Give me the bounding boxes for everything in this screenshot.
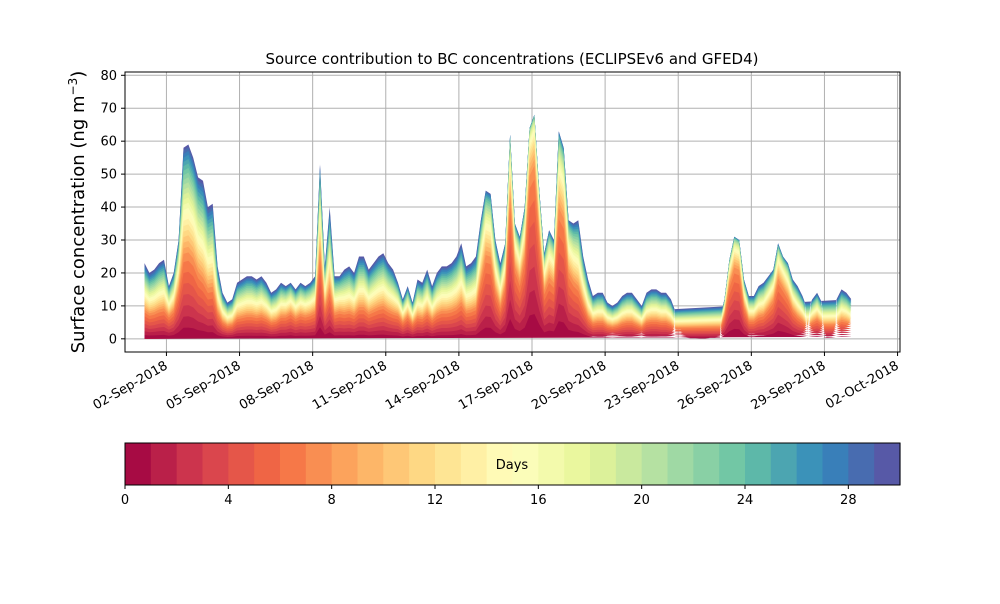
colorbar-tick-label: 16 — [530, 493, 547, 508]
x-tick-label: 02-Sep-2018 — [91, 358, 171, 413]
colorbar-bin-0 — [125, 443, 152, 485]
colorbar-bin-24 — [745, 443, 772, 485]
colorbar-label: Days — [496, 458, 529, 473]
colorbar-tick-label: 12 — [427, 493, 444, 508]
colorbar-bin-13 — [460, 443, 488, 485]
x-tick-label: 05-Sep-2018 — [164, 358, 244, 413]
colorbar-bin-4 — [228, 443, 255, 485]
colorbar-bin-15 — [512, 443, 539, 485]
colorbar-tick-label: 20 — [633, 493, 650, 508]
plot-frame — [124, 71, 901, 353]
y-tick-label: 80 — [100, 69, 117, 84]
stacked-areas — [144, 114, 852, 339]
y-tick-label: 10 — [100, 299, 117, 314]
y-axis-label-main: Surface concentration (ng m — [68, 95, 89, 353]
x-tick-label: 17-Sep-2018 — [456, 358, 536, 413]
colorbar-bin-21 — [667, 443, 694, 485]
colorbar-tick-label: 24 — [737, 493, 754, 508]
x-tick-label: 20-Sep-2018 — [529, 358, 609, 413]
colorbar-bin-19 — [615, 443, 643, 485]
y-tick-label: 70 — [100, 102, 117, 117]
colorbar-tick-label: 28 — [840, 493, 857, 508]
x-tick-label: 14-Sep-2018 — [383, 358, 463, 413]
colorbar-bin-7 — [305, 443, 333, 485]
colorbar-bin-22 — [693, 443, 720, 485]
y-tick-label: 30 — [100, 234, 117, 249]
colorbar-bin-20 — [641, 443, 669, 485]
colorbar-bin-23 — [719, 443, 746, 485]
y-axis-label: Surface concentration (ng m−3) — [66, 71, 89, 354]
x-tick-label: 23-Sep-2018 — [602, 358, 682, 413]
y-tick-label: 50 — [100, 168, 117, 183]
y-axis-label-unit: −3 — [66, 78, 80, 96]
colorbar-bin-25 — [770, 443, 798, 485]
colorbar-bin-16 — [538, 443, 565, 485]
colorbar-bin-26 — [796, 443, 824, 485]
area-layer-day-1 — [144, 289, 852, 339]
colorbar-ticks: 0 4 8 12 16 20 24 28 — [121, 485, 857, 508]
x-axis-ticks: 02-Sep-201805-Sep-201808-Sep-201811-Sep-… — [91, 352, 902, 413]
colorbar-bin-1 — [150, 443, 178, 485]
colorbar-bin-2 — [176, 443, 204, 485]
y-tick-label: 40 — [100, 201, 117, 216]
colorbar-bin-10 — [383, 443, 410, 485]
x-tick-label: 29-Sep-2018 — [749, 358, 829, 413]
colorbar-bin-18 — [590, 443, 617, 485]
y-axis-label-close: ) — [68, 71, 89, 78]
colorbar-bin-11 — [409, 443, 436, 485]
x-tick-label: 02-Oct-2018 — [823, 358, 901, 412]
colorbar-bin-29 — [874, 443, 901, 485]
y-tick-label: 0 — [109, 332, 117, 347]
colorbar-bin-5 — [254, 443, 281, 485]
colorbar-tick-label: 0 — [121, 493, 129, 508]
colorbar-bin-6 — [280, 443, 307, 485]
colorbar — [125, 443, 901, 485]
x-tick-label: 11-Sep-2018 — [310, 358, 390, 413]
colorbar-bin-8 — [331, 443, 359, 485]
y-tick-label: 60 — [100, 135, 117, 150]
colorbar-bin-12 — [435, 443, 462, 485]
colorbar-tick-label: 8 — [328, 493, 336, 508]
colorbar-bin-28 — [848, 443, 875, 485]
colorbar-bin-17 — [564, 443, 591, 485]
y-axis-ticks: 0 10 20 30 40 50 60 70 80 — [100, 69, 125, 347]
y-tick-label: 20 — [100, 266, 117, 281]
colorbar-bin-14 — [486, 443, 514, 485]
area-layer-day-0 — [144, 314, 852, 339]
colorbar-bin-3 — [202, 443, 229, 485]
colorbar-tick-label: 4 — [224, 493, 232, 508]
x-tick-label: 08-Sep-2018 — [237, 358, 317, 413]
colorbar-bin-27 — [822, 443, 849, 485]
chart-title: Source contribution to BC concentrations… — [265, 50, 758, 68]
x-tick-label: 26-Sep-2018 — [676, 358, 756, 413]
colorbar-bin-9 — [357, 443, 384, 485]
colorbar-frame — [124, 442, 901, 486]
